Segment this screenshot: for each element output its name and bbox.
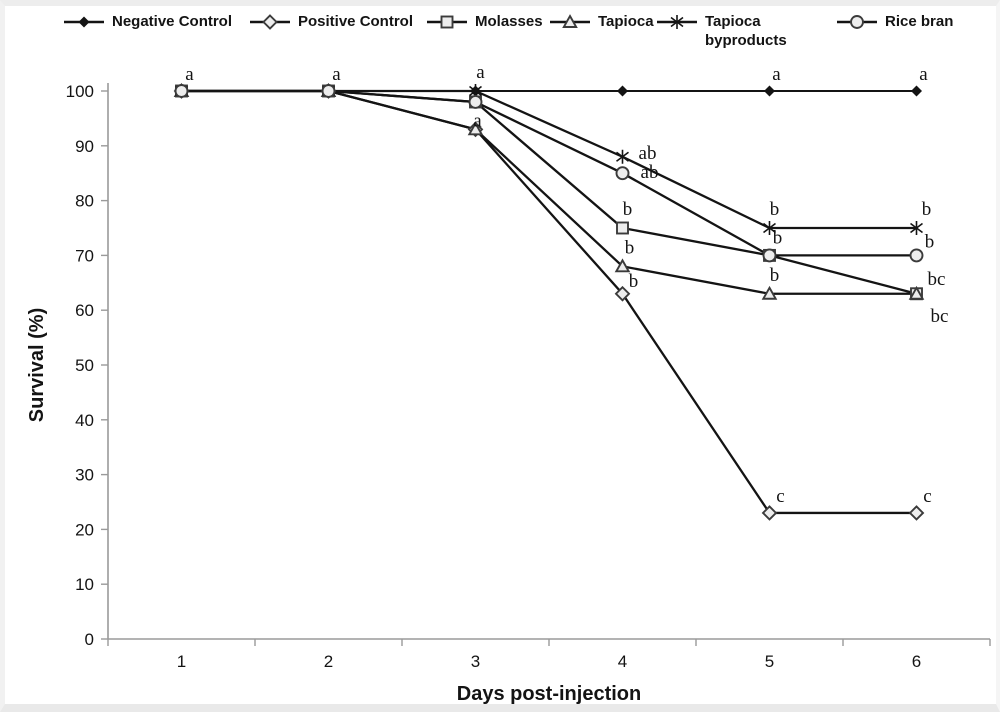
legend-glyph <box>250 14 290 30</box>
legend-point <box>440 15 454 29</box>
series-rice-bran-line <box>181 89 917 257</box>
significance-label: a <box>185 64 194 85</box>
legend-label: Molasses <box>475 13 543 30</box>
series-negative-control-point <box>764 85 775 97</box>
x-axis-title: Days post-injection <box>457 683 641 705</box>
series-positive-control-point <box>761 505 778 521</box>
series-tapioca-point <box>614 258 631 273</box>
legend-item-positive-control: Positive Control <box>248 12 413 31</box>
y-tick-label: 10 <box>75 575 94 594</box>
legend-label: Negative Control <box>112 13 233 30</box>
significance-label: a <box>473 110 482 131</box>
significance-label: ab <box>639 143 657 164</box>
series-tapioca-byproducts-point <box>469 85 482 97</box>
series-rice-bran-point <box>615 166 630 181</box>
series-rice-bran-point <box>909 248 924 263</box>
y-tick-label: 30 <box>75 466 94 485</box>
series-negative-control-point <box>617 85 628 97</box>
series-rice-bran-point <box>174 84 189 98</box>
significance-label: b <box>770 199 780 220</box>
legend-item-tapioca-byproducts: Tapioca byproducts <box>655 12 797 50</box>
significance-label: bc <box>931 306 949 327</box>
triangle-open-marker-icon <box>548 13 592 31</box>
circle-open-marker-icon <box>835 13 879 31</box>
legend-point <box>562 14 578 28</box>
legend-item-molasses: Molasses <box>425 12 543 31</box>
x-tick-label: 2 <box>324 652 333 671</box>
significance-label: a <box>476 62 485 83</box>
series-rice-bran-point <box>468 95 483 109</box>
significance-label: b <box>625 237 635 258</box>
chart-legend: Negative Control Positive Control Molass… <box>5 8 996 56</box>
y-tick-label: 20 <box>75 520 94 539</box>
legend-label: Tapioca byproducts <box>705 13 787 49</box>
y-tick-label: 100 <box>66 82 94 101</box>
diamond-open-marker-icon <box>248 13 292 31</box>
series-positive-control-line <box>181 89 917 515</box>
legend-point <box>670 16 684 28</box>
legend-label: Positive Control <box>298 13 414 30</box>
series-positive-control-point <box>908 505 925 521</box>
legend-glyph <box>657 15 697 29</box>
series-negative-control-point <box>911 85 922 97</box>
series-tapioca-point <box>908 285 925 300</box>
series-tapioca-point <box>467 121 484 136</box>
series-tapioca-byproducts-point <box>910 222 923 234</box>
legend-point <box>850 15 864 29</box>
legend-label: Tapioca <box>598 13 654 30</box>
legend-label: Rice bran <box>885 13 954 30</box>
series-molasses-line <box>181 89 917 295</box>
significance-label: c <box>923 486 931 507</box>
series-tapioca-byproducts-line <box>181 89 917 230</box>
series-tapioca-byproducts-point <box>616 151 629 162</box>
significance-label: c <box>776 486 784 507</box>
legend-point <box>262 14 278 30</box>
significance-label: a <box>772 64 781 85</box>
significance-label: b <box>922 199 932 220</box>
significance-label: b <box>623 199 633 220</box>
x-tick-label: 1 <box>177 652 186 671</box>
series-molasses-point <box>616 221 629 235</box>
significance-label: bc <box>928 269 946 290</box>
series-rice-bran-point <box>762 248 777 263</box>
significance-label: b <box>773 227 783 248</box>
legend-glyph <box>837 15 877 29</box>
series-tapioca-line <box>181 89 917 295</box>
legend-item-tapioca: Tapioca <box>548 12 654 31</box>
y-tick-label: 50 <box>75 356 94 375</box>
y-tick-label: 70 <box>75 246 94 265</box>
y-axis-title: Survival (%) <box>26 308 48 422</box>
legend-item-rice-bran: Rice bran <box>835 12 953 31</box>
y-tick-label: 80 <box>75 192 94 211</box>
diamond-filled-marker-icon <box>62 13 106 31</box>
x-tick-label: 6 <box>912 652 921 671</box>
series-tapioca-point <box>761 285 778 300</box>
legend-point <box>78 16 90 28</box>
significance-label: ab <box>641 162 659 183</box>
x-tick-label: 3 <box>471 652 480 671</box>
legend-glyph <box>64 16 104 28</box>
series-tapioca-byproducts-point <box>763 222 776 234</box>
square-open-marker-icon <box>425 13 469 31</box>
x-tick-label: 5 <box>765 652 774 671</box>
significance-label: a <box>332 64 341 85</box>
legend-glyph <box>550 14 590 28</box>
y-tick-label: 60 <box>75 301 94 320</box>
y-tick-label: 0 <box>85 630 94 649</box>
legend-item-negative-control: Negative Control <box>62 12 232 31</box>
survival-chart: 0 10 20 30 40 50 60 70 80 90 100 1 2 3 4 5 6 a a a a ab ab b b b a… <box>5 6 996 705</box>
legend-glyph <box>427 15 467 29</box>
x-tick-label: 4 <box>618 652 627 671</box>
series-positive-control-point <box>614 285 631 302</box>
y-tick-label: 90 <box>75 137 94 156</box>
significance-label: a <box>919 64 928 85</box>
asterisk-marker-icon <box>655 13 699 31</box>
significance-label: b <box>770 265 780 286</box>
y-tick-label: 40 <box>75 411 94 430</box>
series-rice-bran-point <box>321 84 336 98</box>
significance-label: b <box>925 231 935 252</box>
significance-label: b <box>629 271 639 292</box>
